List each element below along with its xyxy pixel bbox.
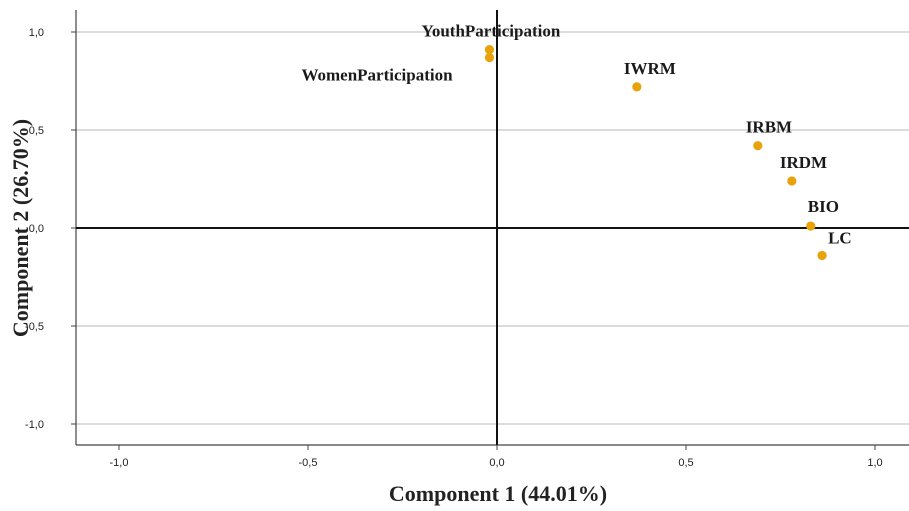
point-label: IRBM (746, 118, 792, 137)
x-axis-title: Component 1 (44.01%) (389, 481, 607, 506)
y-tick-label: -1,0 (25, 419, 44, 431)
data-point (817, 250, 827, 261)
x-tick-label: 0,5 (678, 457, 693, 469)
point-label: BIO (808, 197, 839, 216)
data-points (484, 45, 827, 261)
data-point (753, 141, 763, 151)
data-point (484, 52, 495, 63)
point-labels: YouthParticipation WomenParticipation IWRM… (301, 22, 851, 248)
data-point (787, 176, 797, 186)
grid-layer (76, 31, 909, 425)
x-tick-label: 0,0 (489, 457, 504, 469)
y-tick-label: -0,5 (25, 321, 44, 333)
y-tick-label: 1,0 (29, 27, 44, 39)
x-tick-label: 1,0 (867, 457, 882, 469)
point-label: LC (828, 228, 852, 247)
point-label: IRDM (780, 153, 827, 172)
point-label: YouthParticipation (421, 22, 560, 41)
point-label: IWRM (624, 59, 676, 78)
y-tick-label: 0,0 (29, 223, 44, 235)
data-point (632, 82, 642, 92)
axis-layer (71, 10, 909, 450)
x-tick-label: -0,5 (299, 457, 318, 469)
y-axis-title: Component 2 (26.70%) (8, 119, 33, 337)
y-tick-label: 0,5 (29, 125, 44, 137)
point-label: WomenParticipation (301, 65, 453, 84)
data-point (806, 221, 816, 231)
data-point (484, 45, 495, 55)
tick-labels: 1,0 0,5 0,0 -0,5 -1,0 -1,0 -0,5 0,0 0,5 1,0 (25, 27, 883, 469)
x-tick-label: -1,0 (110, 457, 129, 469)
